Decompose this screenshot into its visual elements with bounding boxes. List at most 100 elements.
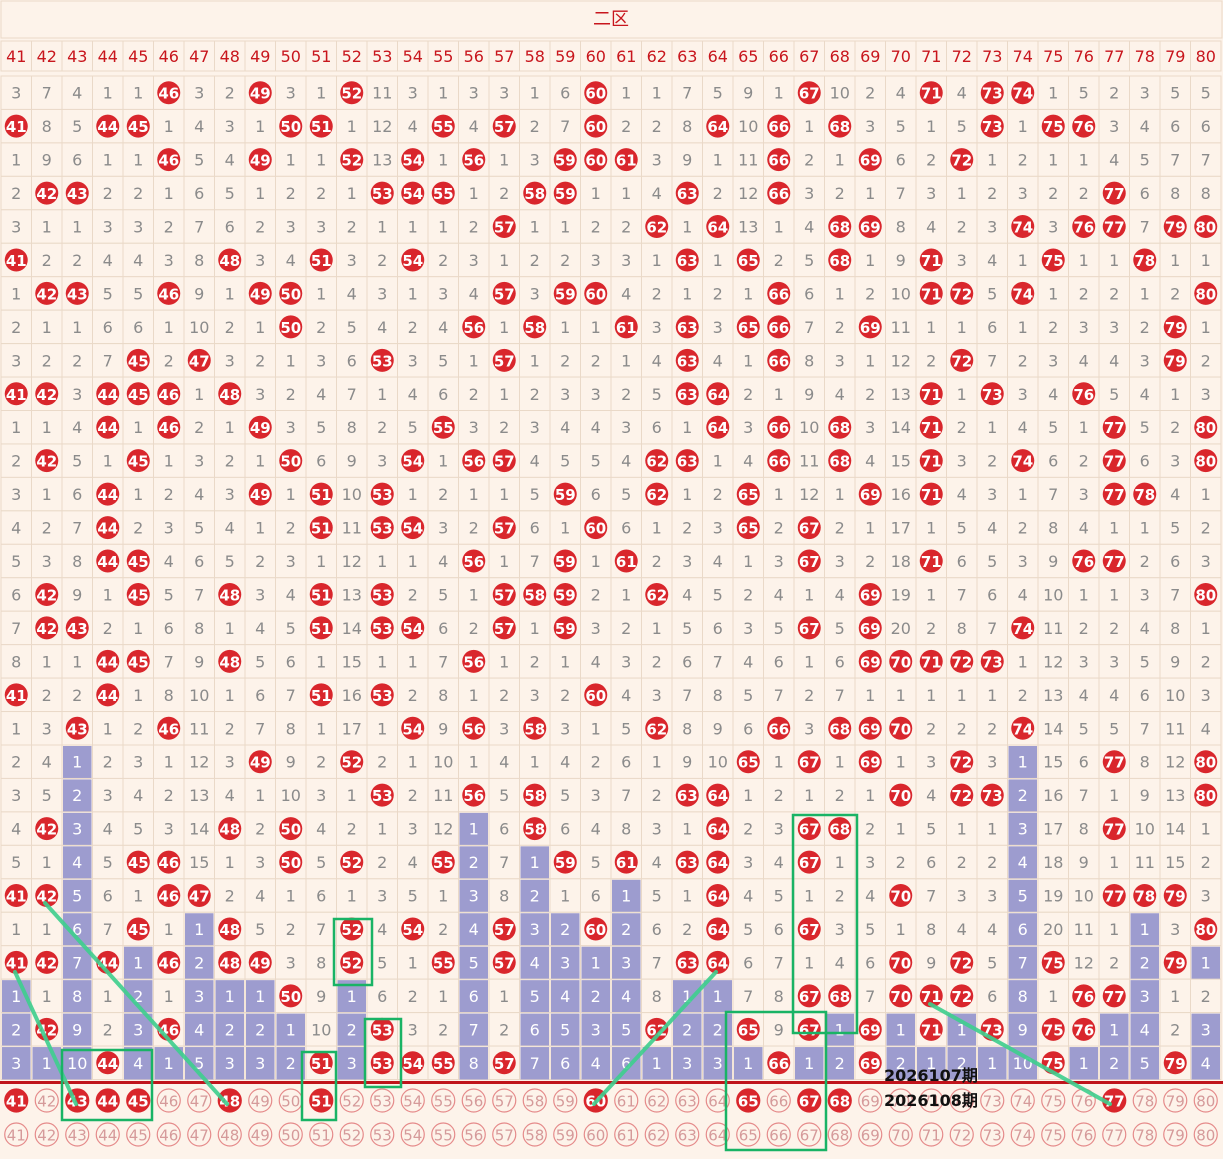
- missing-count: 1: [225, 619, 235, 638]
- missing-count: 5: [957, 117, 967, 136]
- drawn-number-ball: [65, 181, 89, 205]
- grid-cell: [671, 75, 703, 110]
- missing-count: 10: [189, 686, 209, 705]
- missing-count: 12: [433, 820, 453, 839]
- grid-cell: [641, 142, 673, 177]
- missing-count: 2: [774, 251, 784, 270]
- missing-count: 2: [255, 820, 265, 839]
- missing-count: 6: [164, 619, 174, 638]
- missing-count: 15: [342, 652, 362, 671]
- drawn-number: 65: [738, 252, 759, 270]
- drawn-number-ball: [858, 148, 882, 172]
- missing-count: 2: [865, 385, 875, 404]
- drawn-number: 73: [982, 118, 1003, 136]
- missing-count: 2: [591, 351, 601, 370]
- drawn-number-ball: [340, 148, 364, 172]
- missing-count: 1: [530, 84, 540, 103]
- drawn-number: 77: [1104, 486, 1125, 504]
- drawn-number: 66: [768, 720, 789, 738]
- missing-count: 6: [1140, 686, 1150, 705]
- missing-count: 1: [530, 218, 540, 237]
- missing-count: 4: [438, 552, 448, 571]
- drawn-number: 70: [890, 954, 911, 972]
- missing-count: 5: [347, 318, 357, 337]
- drawn-number: 52: [341, 954, 362, 972]
- missing-count: 1: [957, 686, 967, 705]
- drawn-number: 55: [433, 118, 454, 136]
- column-header-label: 70: [891, 47, 911, 66]
- missing-count: 7: [804, 318, 814, 337]
- bar-value: 1: [621, 887, 631, 906]
- drawn-number: 60: [585, 152, 606, 170]
- missing-count: 1: [499, 151, 509, 170]
- drawn-number: 57: [494, 352, 515, 370]
- drawn-number: 59: [555, 152, 576, 170]
- drawn-number: 79: [1165, 219, 1186, 237]
- missing-count: 12: [1165, 753, 1185, 772]
- missing-count: 1: [804, 585, 814, 604]
- grid-cell: [366, 108, 398, 144]
- missing-count: 4: [1018, 585, 1028, 604]
- missing-count: 6: [591, 485, 601, 504]
- drawn-number: 70: [890, 888, 911, 906]
- missing-count: 15: [1165, 853, 1185, 872]
- missing-count: 9: [682, 151, 692, 170]
- missing-count: 1: [652, 753, 662, 772]
- drawn-number: 49: [250, 954, 271, 972]
- drawn-number: 49: [250, 152, 271, 170]
- missing-count: 1: [469, 485, 479, 504]
- missing-count: 17: [891, 519, 911, 538]
- missing-count: 1: [682, 485, 692, 504]
- draw-ball-number: 58: [525, 1093, 544, 1111]
- drawn-number: 70: [890, 787, 911, 805]
- drawn-number-ball: [858, 215, 882, 239]
- missing-count: 1: [469, 686, 479, 705]
- missing-count: 3: [1140, 585, 1150, 604]
- missing-count: 3: [1018, 552, 1028, 571]
- missing-count: 1: [621, 585, 631, 604]
- missing-count: 1: [347, 786, 357, 805]
- drawn-number: 77: [1104, 988, 1125, 1006]
- next-ball-number: 50: [281, 1127, 300, 1145]
- drawn-number-ball: [584, 114, 608, 138]
- missing-count: 2: [42, 351, 52, 370]
- missing-count: 8: [1140, 753, 1150, 772]
- missing-count: 1: [652, 619, 662, 638]
- bar-value: 2: [591, 987, 601, 1006]
- missing-count: 3: [408, 351, 418, 370]
- missing-count: 1: [164, 920, 174, 939]
- grid-cell: [1190, 75, 1222, 110]
- missing-count: 7: [255, 719, 265, 738]
- drawn-number-ball: [462, 148, 486, 172]
- bar-value: 5: [560, 1020, 570, 1039]
- missing-count: 2: [103, 753, 113, 772]
- grid-cell: [519, 75, 551, 110]
- grid-cell: [336, 242, 368, 278]
- column-header-label: 76: [1074, 47, 1094, 66]
- drawn-number-ball: [401, 148, 425, 172]
- grid-cell: [122, 209, 154, 244]
- drawn-number: 69: [860, 754, 881, 772]
- missing-count: 3: [438, 519, 448, 538]
- missing-count: 11: [342, 519, 362, 538]
- drawn-number: 62: [646, 586, 667, 604]
- missing-count: 6: [957, 552, 967, 571]
- drawn-number-ball: [96, 114, 120, 138]
- missing-count: 1: [743, 284, 753, 303]
- missing-count: 9: [926, 953, 936, 972]
- column-header-label: 57: [494, 47, 514, 66]
- missing-count: 3: [103, 786, 113, 805]
- missing-count: 1: [560, 519, 570, 538]
- drawn-number: 59: [555, 854, 576, 872]
- missing-count: 8: [499, 887, 509, 906]
- missing-count: 5: [682, 619, 692, 638]
- missing-count: 6: [987, 987, 997, 1006]
- column-header-cell: [122, 40, 154, 72]
- bar-value: 2: [469, 853, 479, 872]
- drawn-number: 44: [97, 486, 118, 504]
- missing-count: 2: [438, 1020, 448, 1039]
- drawn-number: 61: [616, 319, 637, 337]
- draw-ball-number: 52: [342, 1093, 361, 1111]
- drawn-number: 60: [585, 118, 606, 136]
- drawn-number: 63: [677, 386, 698, 404]
